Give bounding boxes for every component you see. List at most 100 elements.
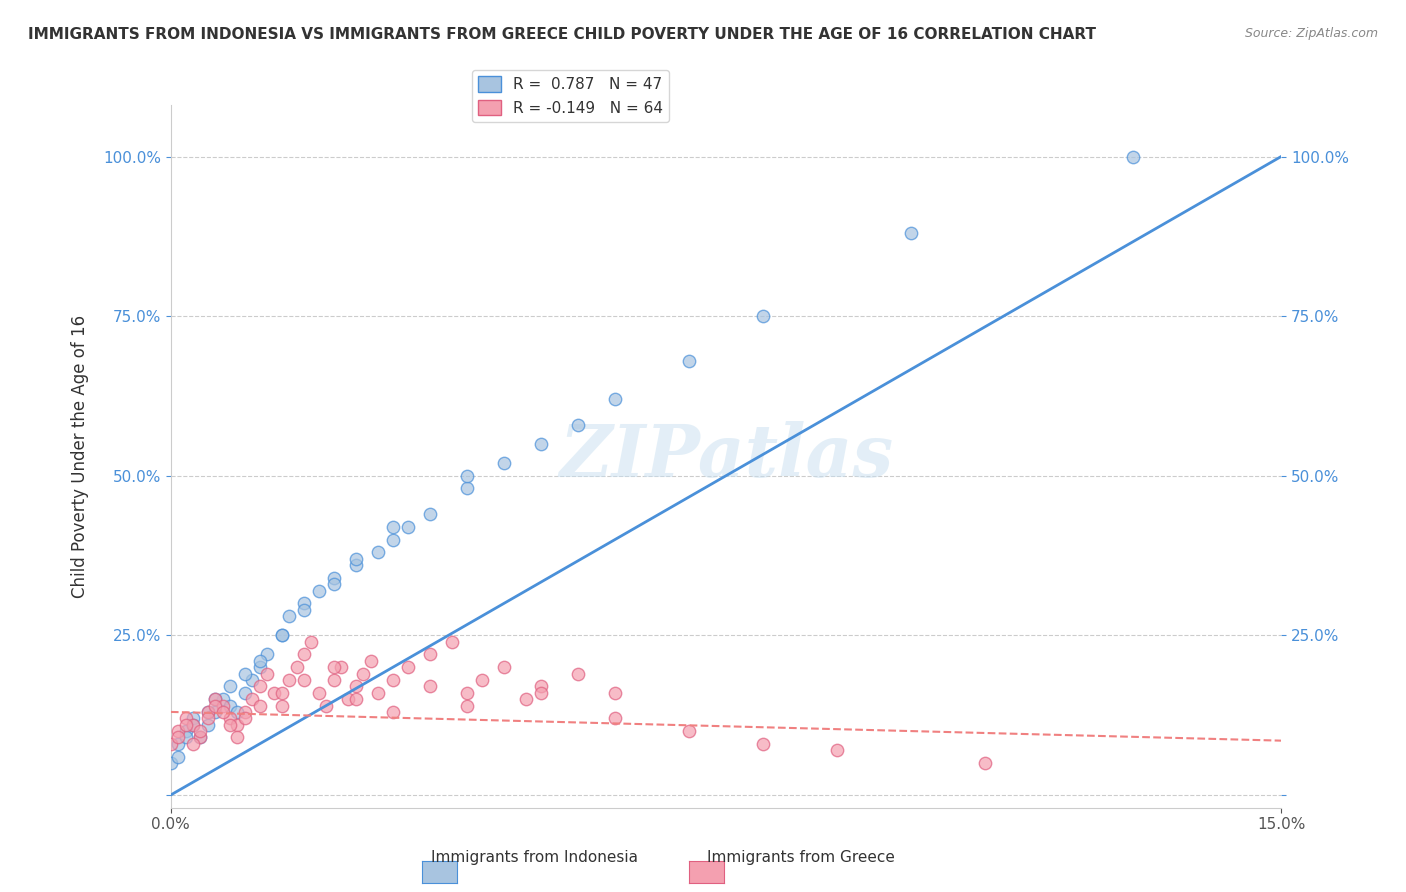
Point: [367, 686, 389, 700]
Point: [211, 705, 233, 719]
Point: [249, 654, 271, 668]
Point: [181, 711, 204, 725]
Point: [752, 309, 775, 323]
Point: [292, 673, 315, 687]
Point: [174, 724, 197, 739]
Point: [492, 456, 515, 470]
Point: [292, 648, 315, 662]
Point: [530, 437, 553, 451]
Point: [456, 482, 478, 496]
Point: [270, 628, 292, 642]
Point: [160, 756, 183, 770]
Point: [278, 673, 301, 687]
Point: [974, 756, 997, 770]
Point: [603, 686, 626, 700]
Point: [197, 711, 219, 725]
Point: [456, 686, 478, 700]
Point: [211, 692, 233, 706]
Point: [278, 609, 301, 624]
Text: Immigrants from Indonesia: Immigrants from Indonesia: [430, 850, 638, 865]
Point: [315, 698, 337, 713]
Point: [456, 698, 478, 713]
Y-axis label: Child Poverty Under the Age of 16: Child Poverty Under the Age of 16: [72, 315, 89, 599]
Point: [419, 507, 441, 521]
Point: [337, 692, 360, 706]
Point: [419, 648, 441, 662]
Point: [270, 628, 292, 642]
Point: [381, 673, 404, 687]
Point: [249, 660, 271, 674]
Point: [249, 679, 271, 693]
Point: [367, 545, 389, 559]
Point: [292, 596, 315, 610]
Point: [197, 705, 219, 719]
Text: Source: ZipAtlas.com: Source: ZipAtlas.com: [1244, 27, 1378, 40]
Point: [825, 743, 848, 757]
Point: [204, 698, 226, 713]
Point: [292, 603, 315, 617]
Point: [456, 468, 478, 483]
Point: [249, 698, 271, 713]
Point: [204, 692, 226, 706]
Point: [352, 666, 374, 681]
Text: Immigrants from Greece: Immigrants from Greece: [707, 850, 896, 865]
Point: [204, 705, 226, 719]
Point: [678, 354, 700, 368]
Point: [530, 686, 553, 700]
Point: [167, 737, 190, 751]
Point: [233, 705, 256, 719]
Point: [190, 731, 212, 745]
Point: [263, 686, 285, 700]
Point: [344, 679, 367, 693]
Point: [204, 692, 226, 706]
Point: [515, 692, 537, 706]
Point: [419, 679, 441, 693]
Point: [322, 673, 344, 687]
Point: [190, 724, 212, 739]
Point: [471, 673, 494, 687]
Point: [530, 679, 553, 693]
Point: [360, 654, 382, 668]
Point: [344, 692, 367, 706]
Text: IMMIGRANTS FROM INDONESIA VS IMMIGRANTS FROM GREECE CHILD POVERTY UNDER THE AGE : IMMIGRANTS FROM INDONESIA VS IMMIGRANTS …: [28, 27, 1097, 42]
Point: [381, 520, 404, 534]
Point: [219, 698, 242, 713]
Point: [441, 634, 464, 648]
Point: [567, 666, 589, 681]
Point: [270, 698, 292, 713]
Point: [240, 692, 263, 706]
Text: ZIPatlas: ZIPatlas: [560, 421, 893, 492]
Point: [381, 705, 404, 719]
Point: [603, 392, 626, 406]
Point: [167, 724, 190, 739]
Point: [197, 705, 219, 719]
Point: [381, 533, 404, 547]
Point: [330, 660, 353, 674]
Point: [900, 226, 922, 240]
Point: [197, 717, 219, 731]
Point: [396, 520, 419, 534]
Point: [233, 666, 256, 681]
Point: [396, 660, 419, 674]
Point: [308, 686, 330, 700]
Point: [603, 711, 626, 725]
Point: [174, 717, 197, 731]
Point: [270, 686, 292, 700]
Point: [567, 417, 589, 432]
Point: [233, 686, 256, 700]
Point: [322, 571, 344, 585]
Point: [211, 698, 233, 713]
Point: [492, 660, 515, 674]
Point: [1122, 150, 1144, 164]
Point: [285, 660, 308, 674]
Point: [233, 711, 256, 725]
Legend: R =  0.787   N = 47, R = -0.149   N = 64: R = 0.787 N = 47, R = -0.149 N = 64: [471, 70, 669, 122]
Point: [219, 711, 242, 725]
Point: [678, 724, 700, 739]
Point: [344, 558, 367, 573]
Point: [174, 711, 197, 725]
Point: [181, 717, 204, 731]
Point: [181, 737, 204, 751]
Point: [344, 551, 367, 566]
Point: [219, 717, 242, 731]
